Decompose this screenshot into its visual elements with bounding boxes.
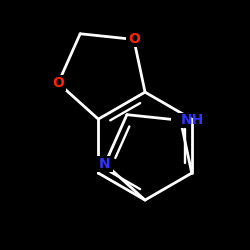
FancyBboxPatch shape [171,113,190,128]
Text: O: O [52,76,64,90]
Text: O: O [128,32,140,46]
FancyBboxPatch shape [98,156,112,172]
Text: N: N [99,157,111,171]
FancyBboxPatch shape [51,76,66,90]
FancyBboxPatch shape [126,32,142,47]
Text: NH: NH [180,113,204,127]
